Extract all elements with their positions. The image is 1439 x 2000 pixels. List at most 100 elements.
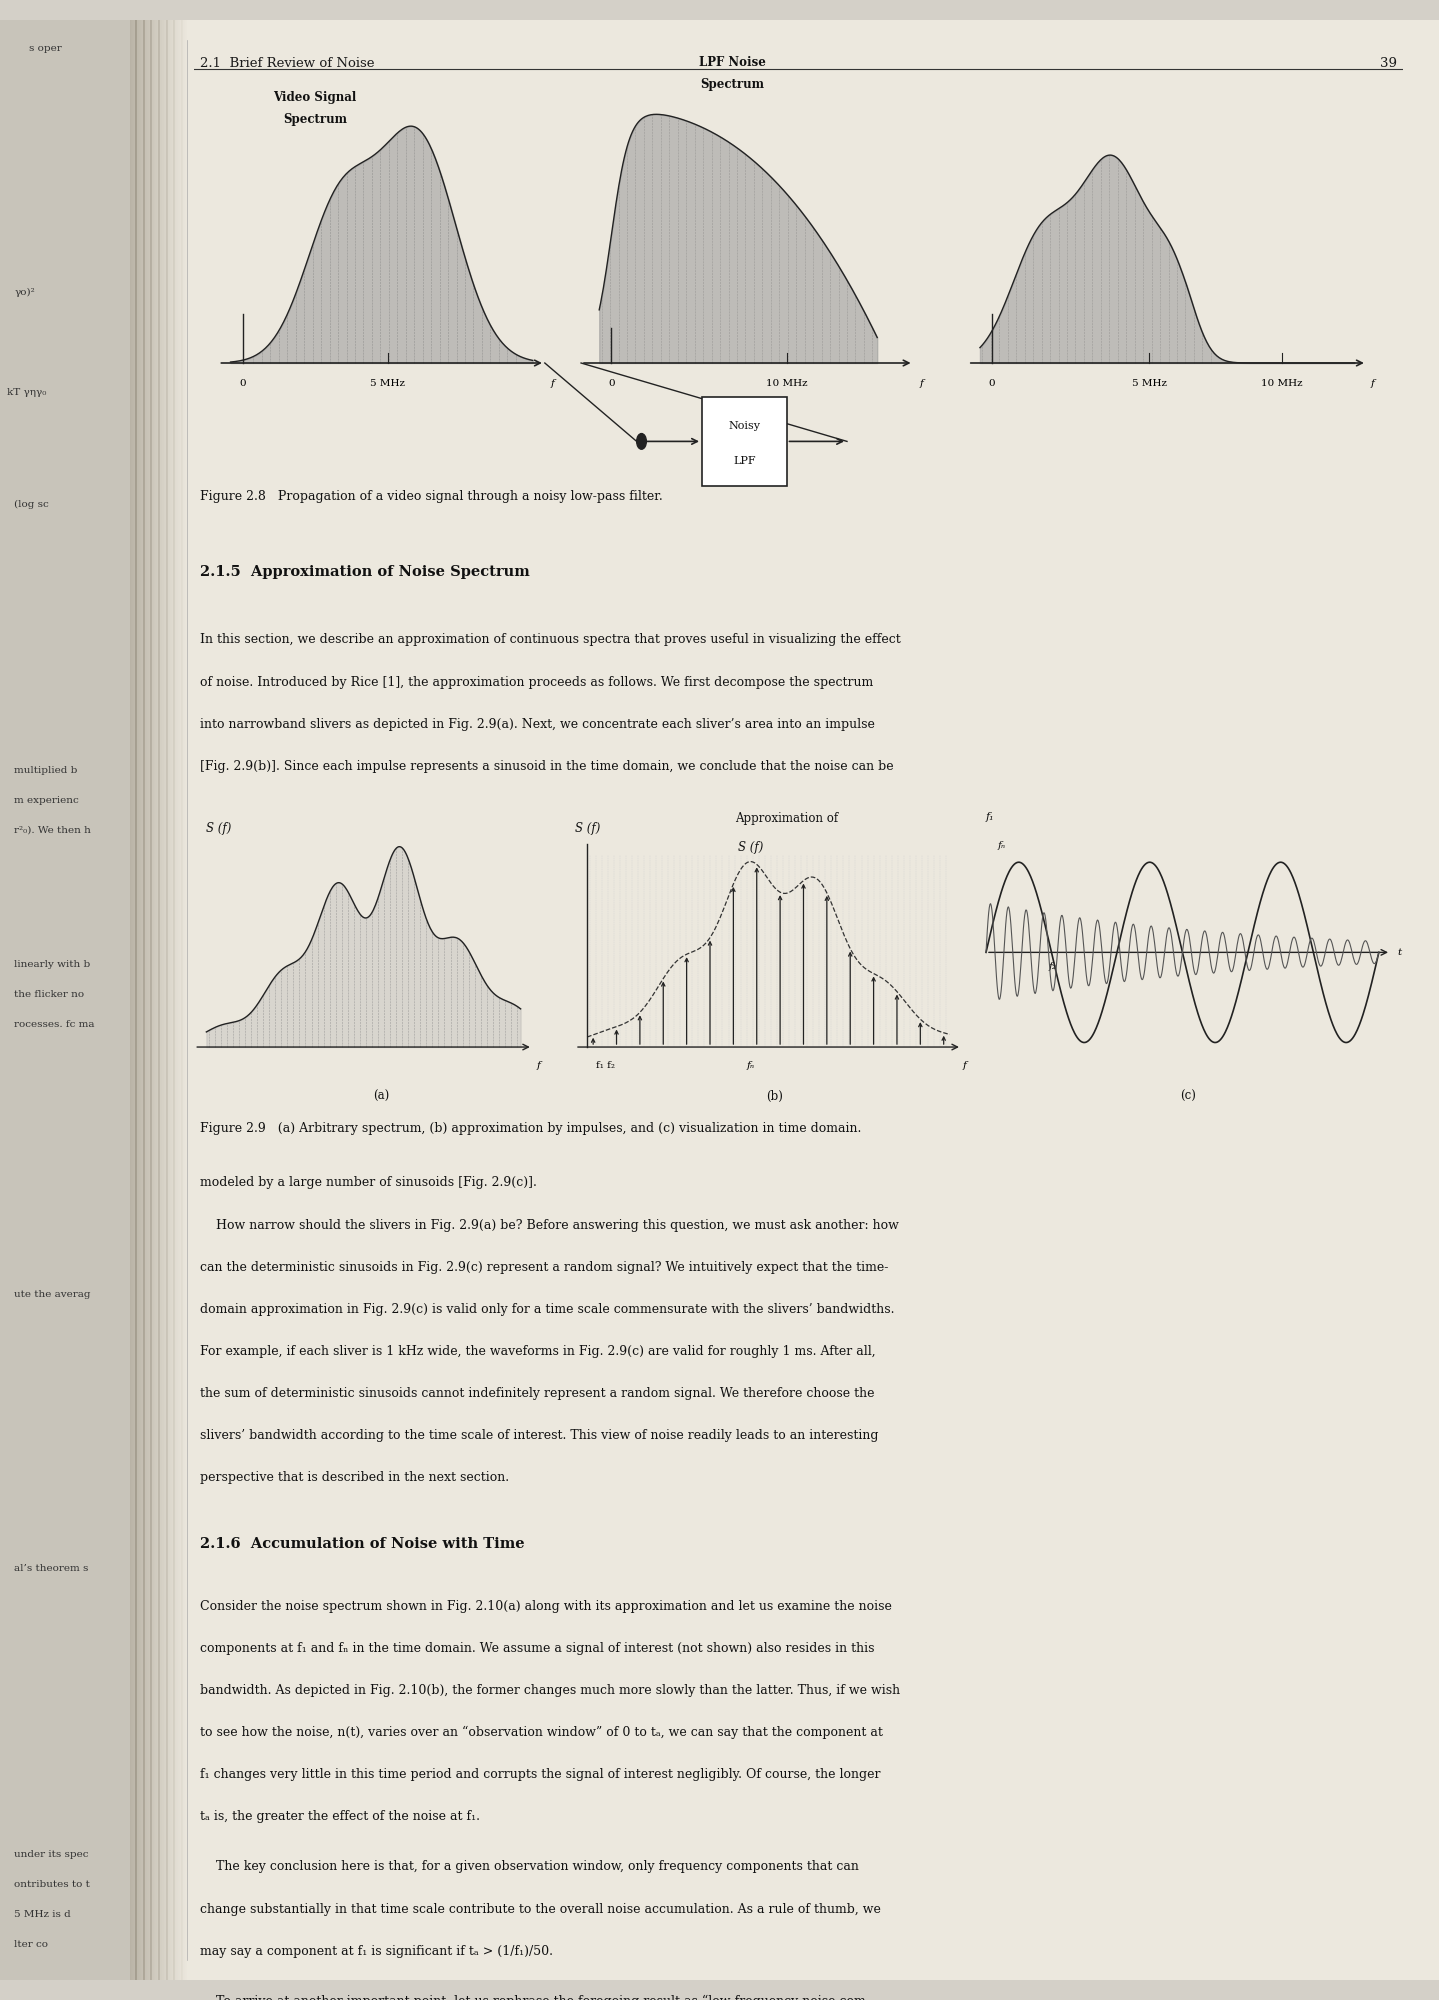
FancyBboxPatch shape <box>702 398 787 486</box>
Text: 5 MHz is d: 5 MHz is d <box>14 1910 71 1920</box>
Bar <box>145 20 147 1980</box>
Text: to see how the noise, n(t), varies over an “observation window” of 0 to tₐ, we c: to see how the noise, n(t), varies over … <box>200 1726 884 1740</box>
Text: Spectrum: Spectrum <box>701 78 764 90</box>
Text: of noise. Introduced by Rice [1], the approximation proceeds as follows. We firs: of noise. Introduced by Rice [1], the ap… <box>200 676 873 688</box>
Text: 10 MHz: 10 MHz <box>766 378 807 388</box>
Text: For example, if each sliver is 1 kHz wide, the waveforms in Fig. 2.9(c) are vali: For example, if each sliver is 1 kHz wid… <box>200 1344 876 1358</box>
Text: S (f): S (f) <box>576 822 600 834</box>
Text: into narrowband slivers as depicted in Fig. 2.9(a). Next, we concentrate each sl: into narrowband slivers as depicted in F… <box>200 718 875 730</box>
Text: In this section, we describe an approximation of continuous spectra that proves : In this section, we describe an approxim… <box>200 634 901 646</box>
Text: f₁ changes very little in this time period and corrupts the signal of interest n: f₁ changes very little in this time peri… <box>200 1768 881 1782</box>
Text: S (f): S (f) <box>738 842 763 854</box>
Text: fₙ: fₙ <box>999 842 1006 850</box>
Bar <box>131 20 132 1980</box>
Text: the sum of deterministic sinusoids cannot indefinitely represent a random signal: the sum of deterministic sinusoids canno… <box>200 1388 875 1400</box>
Bar <box>157 20 158 1980</box>
Bar <box>160 20 161 1980</box>
Text: Figure 2.8   Propagation of a video signal through a noisy low-pass filter.: Figure 2.8 Propagation of a video signal… <box>200 490 663 504</box>
Text: change substantially in that time scale contribute to the overall noise accumula: change substantially in that time scale … <box>200 1902 881 1916</box>
Text: 5 MHz: 5 MHz <box>370 378 406 388</box>
Text: 2.1.6  Accumulation of Noise with Time: 2.1.6 Accumulation of Noise with Time <box>200 1538 525 1552</box>
Bar <box>167 20 168 1980</box>
Text: f: f <box>551 378 554 388</box>
Bar <box>140 20 141 1980</box>
Text: can the deterministic sinusoids in Fig. 2.9(c) represent a random signal? We int: can the deterministic sinusoids in Fig. … <box>200 1260 889 1274</box>
Text: (c): (c) <box>1180 1090 1196 1104</box>
Bar <box>186 20 187 1980</box>
Bar <box>161 20 163 1980</box>
Bar <box>158 20 160 1980</box>
Bar <box>178 20 180 1980</box>
Bar <box>138 20 140 1980</box>
Text: al’s theorem s: al’s theorem s <box>14 1564 89 1572</box>
Text: LPF Noise: LPF Noise <box>699 56 766 68</box>
Text: domain approximation in Fig. 2.9(c) is valid only for a time scale commensurate : domain approximation in Fig. 2.9(c) is v… <box>200 1302 895 1316</box>
Text: ute the averag: ute the averag <box>14 1290 91 1300</box>
Text: The key conclusion here is that, for a given observation window, only frequency : The key conclusion here is that, for a g… <box>200 1860 859 1874</box>
Text: 2.1  Brief Review of Noise: 2.1 Brief Review of Noise <box>200 58 374 70</box>
Text: r²₀). We then h: r²₀). We then h <box>14 826 91 836</box>
Bar <box>142 20 144 1980</box>
Text: Video Signal: Video Signal <box>273 92 357 104</box>
Text: S (f): S (f) <box>206 822 232 834</box>
Text: Spectrum: Spectrum <box>283 112 347 126</box>
Text: 10 MHz: 10 MHz <box>1262 378 1302 388</box>
Text: bandwidth. As depicted in Fig. 2.10(b), the former changes much more slowly than: bandwidth. As depicted in Fig. 2.10(b), … <box>200 1684 901 1698</box>
Bar <box>141 20 142 1980</box>
Bar <box>180 20 181 1980</box>
Text: s oper: s oper <box>29 44 62 52</box>
Text: γo)²: γo)² <box>14 288 35 298</box>
Text: lter co: lter co <box>14 1940 49 1948</box>
Text: perspective that is described in the next section.: perspective that is described in the nex… <box>200 1472 509 1484</box>
Text: 0: 0 <box>989 378 996 388</box>
Bar <box>144 20 145 1980</box>
Text: 0: 0 <box>607 378 614 388</box>
Bar <box>165 20 167 1980</box>
Bar <box>184 20 186 1980</box>
Text: may say a component at f₁ is significant if tₐ > (1/f₁)/50.: may say a component at f₁ is significant… <box>200 1944 554 1958</box>
Bar <box>177 20 178 1980</box>
Text: 39: 39 <box>1380 58 1397 70</box>
Text: rocesses. fc ma: rocesses. fc ma <box>14 1020 95 1028</box>
Text: f₁: f₁ <box>986 812 994 822</box>
Text: f₁ f₂: f₁ f₂ <box>596 1060 614 1070</box>
Bar <box>168 20 170 1980</box>
Text: 5 MHz: 5 MHz <box>1131 378 1167 388</box>
Text: (b): (b) <box>766 1090 783 1104</box>
Text: fₙ: fₙ <box>747 1060 754 1070</box>
Bar <box>138 20 140 1980</box>
Text: Approximation of: Approximation of <box>735 812 837 824</box>
Text: components at f₁ and fₙ in the time domain. We assume a signal of interest (not : components at f₁ and fₙ in the time doma… <box>200 1642 875 1654</box>
Bar <box>144 20 145 1980</box>
Text: the flicker no: the flicker no <box>14 990 85 998</box>
Bar <box>148 20 150 1980</box>
Text: f: f <box>1370 378 1374 388</box>
Text: 2.1.5  Approximation of Noise Spectrum: 2.1.5 Approximation of Noise Spectrum <box>200 564 530 578</box>
Bar <box>167 20 168 1980</box>
Text: linearly with b: linearly with b <box>14 960 91 970</box>
Text: kT γηγ₀: kT γηγ₀ <box>7 388 46 396</box>
Text: t: t <box>1397 948 1402 956</box>
Bar <box>137 20 138 1980</box>
Bar <box>132 20 134 1980</box>
Text: under its spec: under its spec <box>14 1850 89 1860</box>
Text: f₂: f₂ <box>1049 962 1056 972</box>
Bar <box>163 20 164 1980</box>
Text: Figure 2.9   (a) Arbitrary spectrum, (b) approximation by impulses, and (c) visu: Figure 2.9 (a) Arbitrary spectrum, (b) a… <box>200 1122 862 1134</box>
Text: Noisy: Noisy <box>728 420 760 430</box>
Text: m experienc: m experienc <box>14 796 79 804</box>
Text: How narrow should the slivers in Fig. 2.9(a) be? Before answering this question,: How narrow should the slivers in Fig. 2.… <box>200 1218 899 1232</box>
Bar <box>178 20 180 1980</box>
Text: (a): (a) <box>374 1090 390 1104</box>
Bar <box>164 20 165 1980</box>
Text: slivers’ bandwidth according to the time scale of interest. This view of noise r: slivers’ bandwidth according to the time… <box>200 1430 879 1442</box>
Text: 0: 0 <box>239 378 246 388</box>
Bar <box>154 20 155 1980</box>
Text: LPF: LPF <box>732 456 755 466</box>
Text: f: f <box>963 1060 966 1070</box>
Bar <box>0 20 130 1980</box>
Bar <box>135 20 137 1980</box>
Text: f: f <box>920 378 924 388</box>
Bar <box>134 20 135 1980</box>
Circle shape <box>636 434 646 450</box>
